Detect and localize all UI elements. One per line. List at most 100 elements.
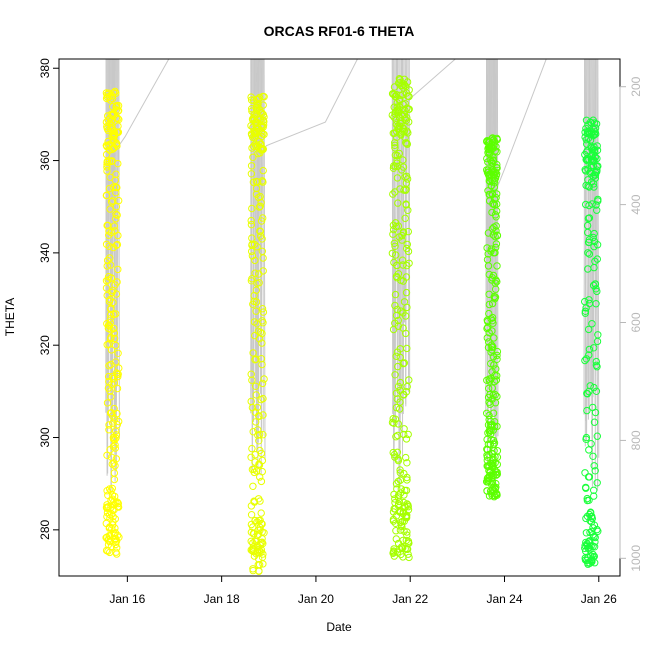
data-point	[592, 168, 600, 177]
data-point	[259, 411, 267, 419]
data-point	[259, 92, 267, 101]
data-point	[247, 511, 256, 519]
data-point	[586, 382, 594, 390]
data-point	[390, 103, 398, 111]
data-point	[493, 135, 501, 144]
data-point	[394, 539, 403, 548]
data-point	[391, 371, 399, 379]
data-point	[585, 250, 594, 258]
data-point	[106, 205, 114, 213]
data-point	[582, 529, 591, 537]
data-point	[252, 190, 261, 199]
data-point	[252, 298, 261, 306]
data-point	[493, 231, 501, 239]
data-point	[258, 132, 266, 141]
data-point	[247, 397, 255, 406]
data-point	[485, 197, 494, 205]
data-point	[486, 174, 494, 182]
data-point	[247, 453, 255, 461]
data-point	[104, 324, 113, 333]
data-point	[252, 391, 260, 399]
data-point	[490, 201, 499, 209]
data-point	[104, 112, 112, 120]
data-point	[248, 234, 256, 242]
data-point	[257, 217, 266, 225]
data-point	[399, 261, 407, 269]
data-point	[104, 536, 113, 544]
data-point	[492, 227, 500, 235]
data-point	[106, 532, 114, 540]
data-point	[109, 135, 117, 144]
data-point	[488, 313, 497, 322]
x-tick-label: Jan 16	[109, 592, 145, 606]
data-point	[252, 118, 260, 126]
data-point	[105, 231, 113, 239]
right-tick-label: 400	[629, 194, 643, 214]
data-point	[389, 549, 397, 557]
data-point	[484, 144, 492, 153]
data-point	[403, 382, 411, 391]
data-point	[493, 490, 501, 498]
data-point	[103, 451, 111, 459]
data-point	[404, 247, 413, 256]
data-point	[589, 452, 597, 460]
y-tick-label: 320	[38, 335, 52, 355]
data-point	[249, 96, 258, 105]
data-point	[248, 376, 256, 384]
data-point	[106, 254, 114, 262]
data-point	[584, 473, 593, 481]
data-point	[403, 545, 412, 553]
series-rf01	[102, 87, 123, 558]
data-point	[393, 159, 401, 167]
data-point	[389, 515, 398, 524]
data-point	[103, 320, 111, 328]
data-point	[113, 409, 121, 418]
data-point	[259, 560, 267, 568]
data-point	[399, 84, 408, 92]
data-point	[589, 281, 598, 290]
data-point	[484, 478, 492, 486]
data-point	[398, 236, 406, 244]
data-point	[103, 163, 111, 171]
data-point	[106, 335, 115, 343]
data-point	[252, 307, 260, 315]
data-point	[592, 387, 601, 395]
data-point	[493, 355, 501, 363]
data-point	[591, 257, 599, 265]
data-point	[108, 525, 116, 533]
data-point	[403, 113, 411, 122]
data-point	[389, 190, 397, 198]
data-point	[103, 399, 112, 407]
data-point	[104, 491, 112, 499]
data-point	[393, 162, 402, 171]
data-point	[587, 142, 595, 150]
data-point	[485, 329, 493, 337]
data-point	[399, 228, 408, 236]
data-point	[403, 344, 411, 353]
data-point	[113, 128, 122, 137]
data-point	[247, 546, 255, 554]
data-point	[483, 317, 492, 326]
data-point	[483, 324, 491, 333]
data-point	[394, 493, 402, 501]
right-tick-label: 200	[629, 76, 643, 96]
data-point	[585, 510, 594, 519]
data-point	[248, 105, 256, 113]
data-point	[251, 408, 260, 416]
data-point	[388, 249, 397, 258]
data-point	[487, 359, 495, 368]
data-point	[488, 384, 496, 392]
data-point	[591, 153, 599, 162]
data-point	[258, 329, 266, 338]
data-point	[403, 531, 411, 539]
data-point	[392, 352, 400, 360]
data-point	[248, 275, 256, 283]
data-point	[398, 517, 407, 526]
data-point	[105, 421, 113, 429]
data-point	[484, 187, 492, 195]
data-point	[105, 377, 113, 386]
data-point	[492, 194, 500, 202]
data-point	[590, 492, 598, 500]
data-point	[108, 372, 117, 381]
